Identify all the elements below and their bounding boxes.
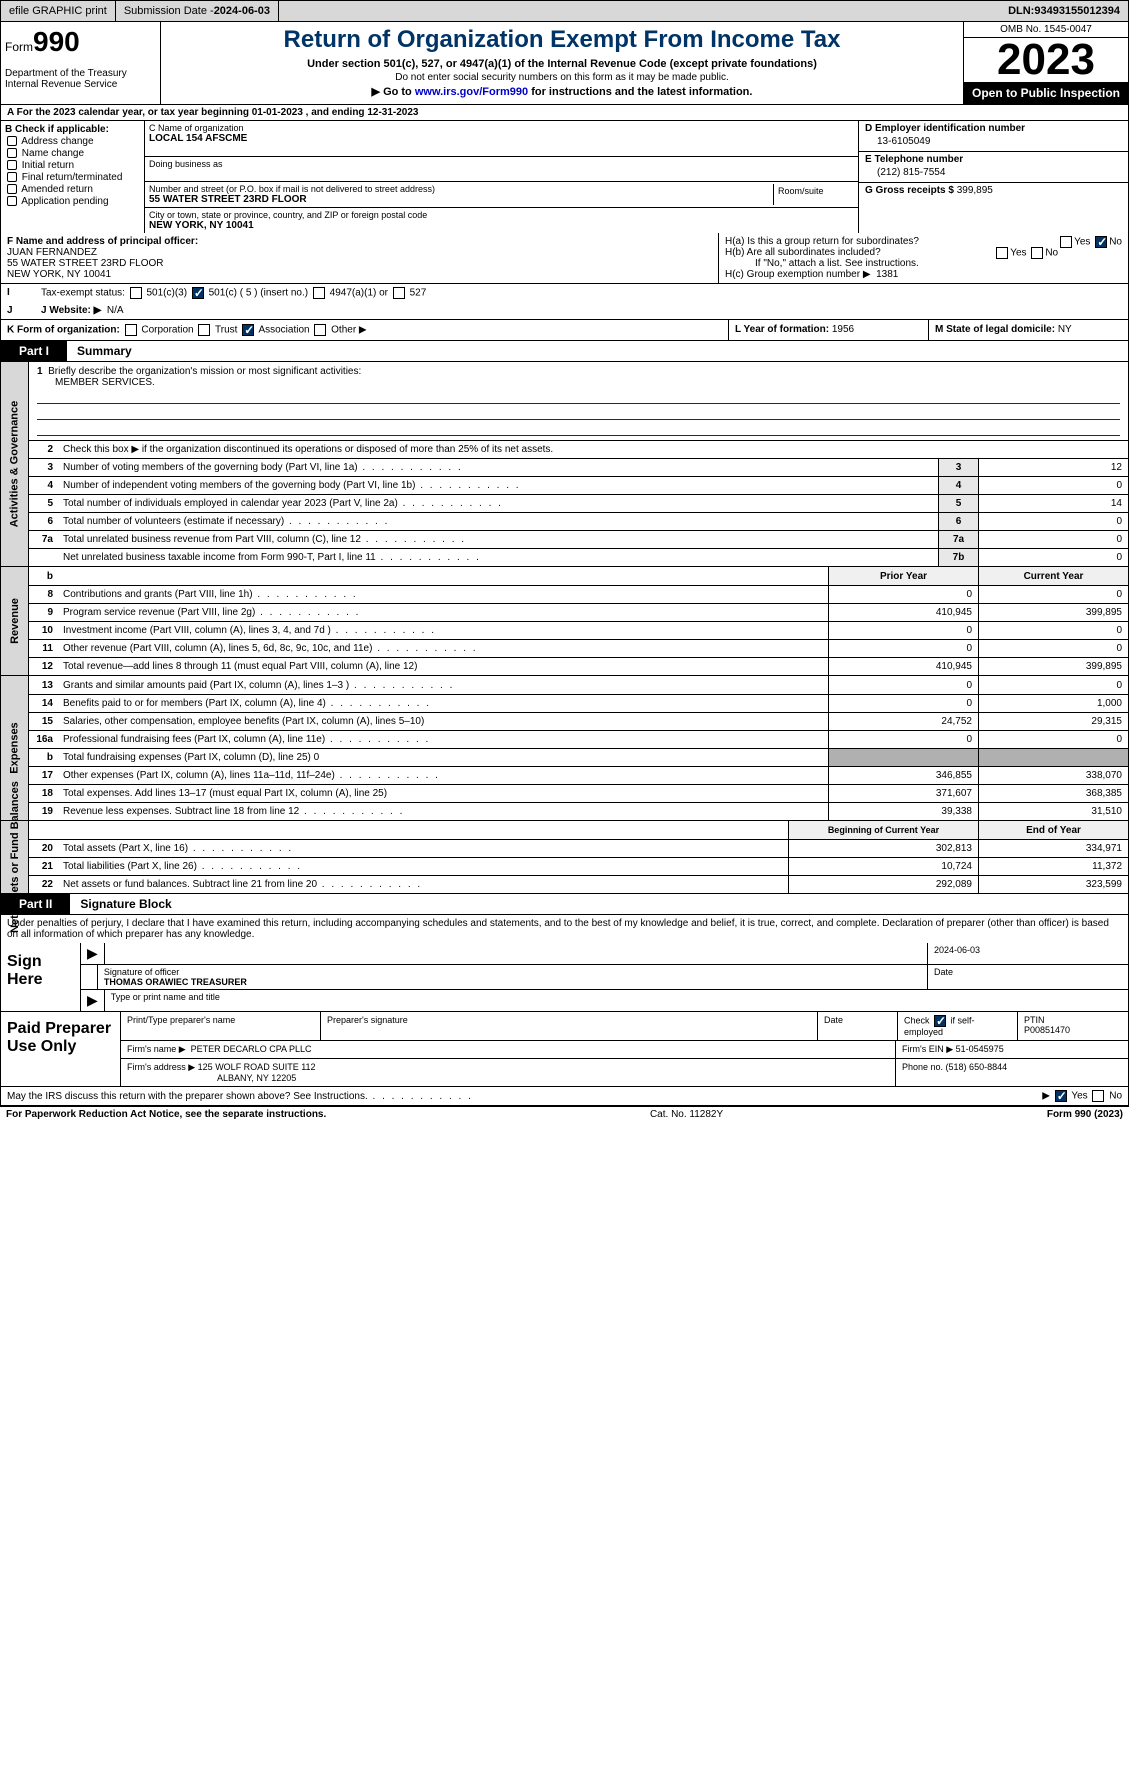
box-k-l-m: K Form of organization: Corporation Trus…	[0, 320, 1129, 341]
website: J Website: ▶ N/A	[35, 302, 1128, 319]
box-d-e-g: D Employer identification number13-61050…	[858, 121, 1128, 233]
discuss-with-preparer: May the IRS discuss this return with the…	[0, 1087, 1129, 1106]
sign-here: Sign Here ▶ 2024-06-03 Signature of offi…	[0, 943, 1129, 1012]
submission-date: Submission Date - 2024-06-03	[116, 1, 279, 21]
open-inspection: Open to Public Inspection	[964, 82, 1128, 104]
goto-line: ▶ Go to www.irs.gov/Form990 for instruct…	[165, 85, 959, 98]
revenue: Revenue bPrior YearCurrent Year 8Contrib…	[0, 567, 1129, 676]
form-number: Form990	[5, 26, 156, 58]
form-title: Return of Organization Exempt From Incom…	[165, 26, 959, 54]
net-assets: Net Assets or Fund Balances Beginning of…	[0, 821, 1129, 894]
tax-year: 2023	[964, 38, 1128, 82]
ssn-note: Do not enter social security numbers on …	[165, 72, 959, 83]
form-header: Form990 Department of the Treasury Inter…	[0, 22, 1129, 105]
entity-block: B Check if applicable: Address change Na…	[0, 121, 1129, 233]
box-c: C Name of organizationLOCAL 154 AFSCME D…	[145, 121, 858, 233]
part-i-header: Part I Summary	[0, 341, 1129, 362]
penalty-statement: Under penalties of perjury, I declare th…	[0, 915, 1129, 943]
activities-governance: Activities & Governance 1 Briefly descri…	[0, 362, 1129, 567]
hc-exemption: H(c) Group exemption number ▶ 1381	[725, 269, 1122, 280]
irs-link[interactable]: www.irs.gov/Form990	[415, 86, 528, 98]
dept-treasury: Department of the Treasury Internal Reve…	[5, 68, 156, 90]
ha-group-return: H(a) Is this a group return for subordin…	[725, 236, 1122, 247]
part-ii-header: Part II Signature Block	[0, 894, 1129, 915]
tax-exempt-status: Tax-exempt status: 501(c)(3) 501(c) ( 5 …	[35, 284, 1128, 302]
box-b: B Check if applicable: Address change Na…	[1, 121, 145, 233]
dln: DLN: 93493155012394	[1000, 1, 1128, 21]
box-f-h: F Name and address of principal officer:…	[0, 233, 1129, 284]
line-a: A For the 2023 calendar year, or tax yea…	[0, 105, 1129, 121]
top-toolbar: efile GRAPHIC print Submission Date - 20…	[0, 0, 1129, 22]
expenses: Expenses 13Grants and similar amounts pa…	[0, 676, 1129, 821]
page-footer: For Paperwork Reduction Act Notice, see …	[0, 1106, 1129, 1122]
form-subtitle: Under section 501(c), 527, or 4947(a)(1)…	[165, 58, 959, 70]
hb-subordinates: H(b) Are all subordinates included? Yes …	[725, 247, 1122, 258]
efile-label: efile GRAPHIC print	[1, 1, 116, 21]
paid-preparer: Paid Preparer Use Only Print/Type prepar…	[0, 1012, 1129, 1087]
